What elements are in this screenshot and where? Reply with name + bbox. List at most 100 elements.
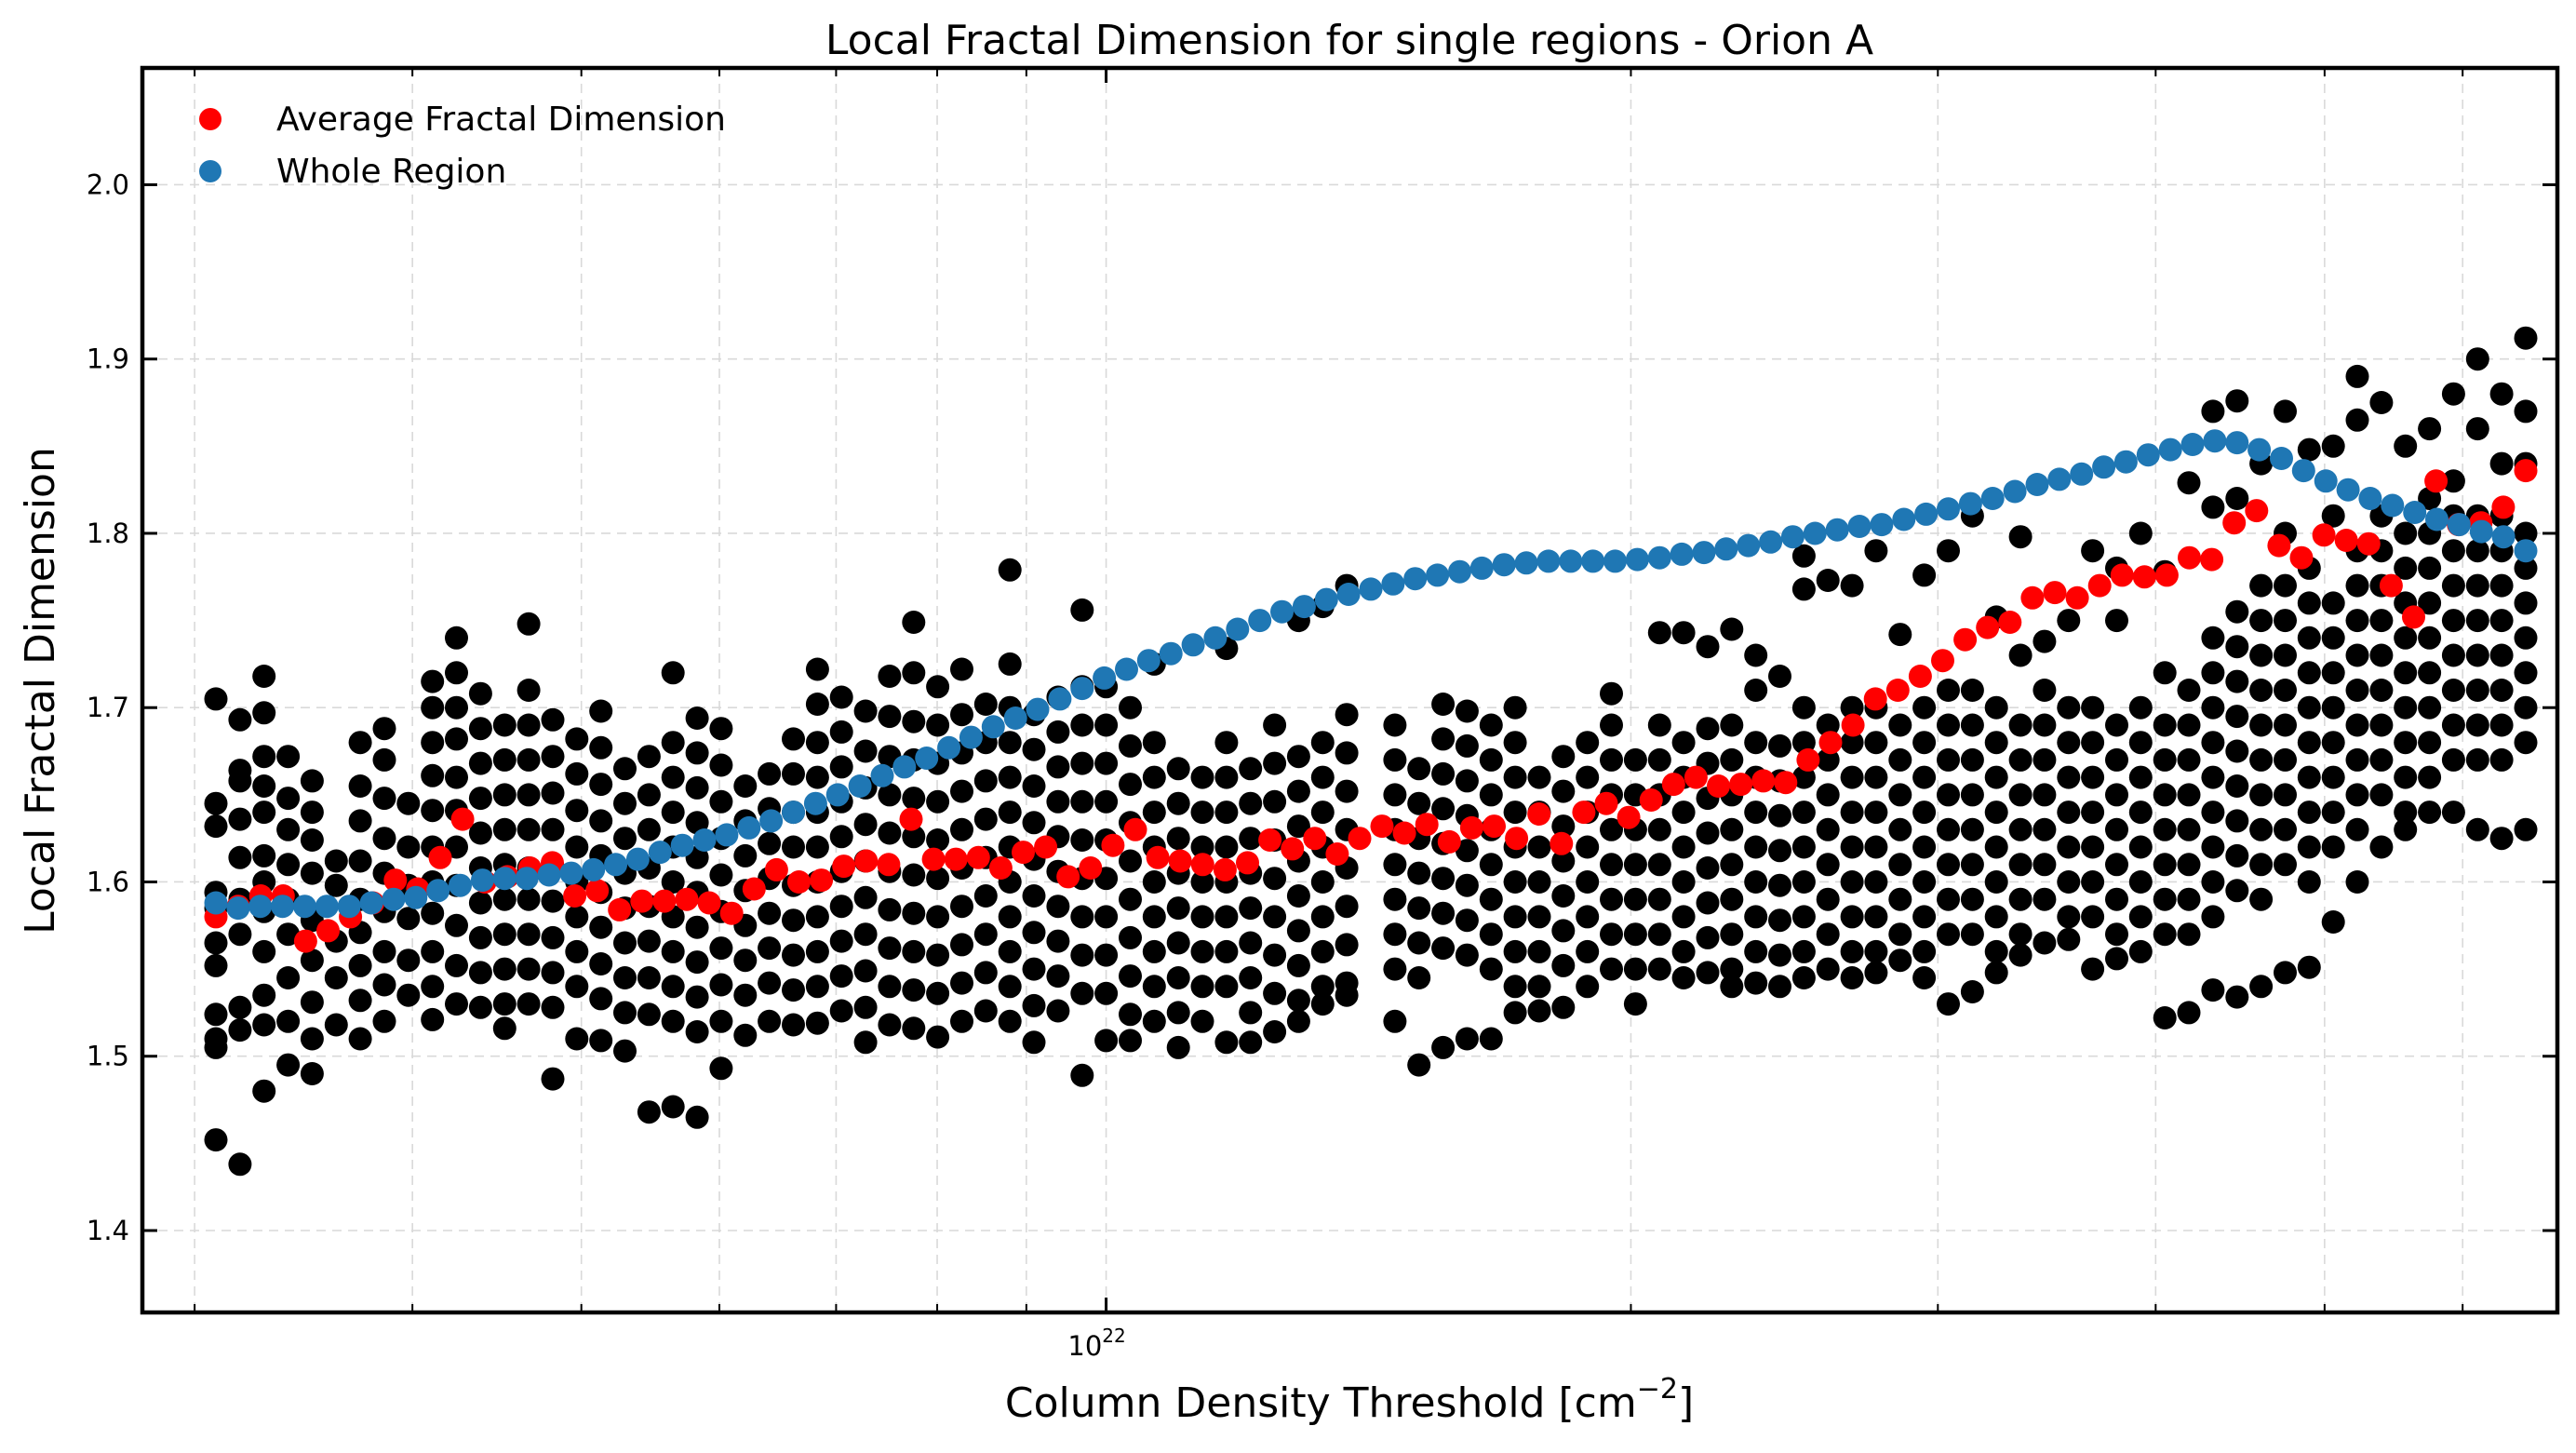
region-point <box>1744 870 1768 894</box>
average-point <box>652 889 677 913</box>
region-point <box>1503 939 1527 963</box>
region-point <box>2321 661 2345 685</box>
region-point <box>902 978 926 1002</box>
whole-region-point <box>2381 493 2405 518</box>
region-point <box>1190 835 1214 859</box>
region-point <box>1840 800 1864 825</box>
region-point <box>637 929 661 953</box>
y-tick-label: 1.7 <box>87 692 129 723</box>
region-point <box>1816 817 1840 841</box>
region-point <box>1190 765 1214 789</box>
region-point <box>2081 905 2105 929</box>
region-point <box>1166 896 1190 921</box>
region-point <box>348 953 372 977</box>
region-point <box>2297 955 2321 979</box>
region-point <box>1455 839 1479 863</box>
region-point <box>853 739 878 763</box>
region-point <box>468 681 492 706</box>
region-point <box>252 1013 276 1037</box>
region-point <box>1070 943 1094 967</box>
region-point <box>950 657 973 681</box>
region-point <box>228 1152 252 1177</box>
average-point <box>719 901 744 925</box>
region-point <box>1070 828 1094 852</box>
region-point <box>2128 695 2153 720</box>
region-point <box>2033 817 2057 841</box>
region-point <box>2008 783 2033 807</box>
region-point <box>2057 765 2081 789</box>
region-point <box>2465 679 2489 702</box>
region-point <box>2153 922 2177 947</box>
region-point <box>2249 609 2274 633</box>
region-point <box>1937 747 1960 772</box>
region-point <box>973 999 998 1023</box>
region-point <box>1383 1009 1407 1033</box>
region-point <box>2274 747 2297 772</box>
region-point <box>1046 929 1070 953</box>
region-point <box>782 908 805 933</box>
region-point <box>1479 887 1503 911</box>
region-point <box>1623 887 1647 911</box>
region-point <box>1720 817 1744 841</box>
region-point <box>758 936 782 961</box>
average-point <box>2154 563 2179 587</box>
whole-region-point <box>315 895 339 919</box>
region-point <box>565 975 589 999</box>
region-point <box>1768 975 1791 999</box>
region-point <box>853 885 878 909</box>
whole-region-point <box>1737 533 1761 558</box>
average-point <box>1258 828 1282 852</box>
region-point <box>805 765 829 789</box>
region-point <box>1214 905 1239 929</box>
region-point <box>1263 905 1287 929</box>
region-point <box>492 713 517 737</box>
region-point <box>1190 905 1214 929</box>
region-point <box>998 731 1022 755</box>
average-point <box>877 853 901 877</box>
region-point <box>998 939 1022 963</box>
region-point <box>2514 326 2538 350</box>
whole-region-point <box>715 823 739 847</box>
region-point <box>1407 931 1431 955</box>
region-point <box>2321 695 2345 720</box>
region-point <box>589 1029 613 1053</box>
region-point <box>613 931 637 955</box>
region-point <box>1214 975 1239 999</box>
region-point <box>1623 853 1647 877</box>
region-point <box>1864 961 1888 985</box>
region-point <box>973 769 998 793</box>
legend-label-whole: Whole Region <box>276 153 506 191</box>
region-point <box>445 695 468 720</box>
region-point <box>2418 800 2442 825</box>
region-point <box>1888 783 1912 807</box>
region-point <box>950 1009 973 1033</box>
region-point <box>2369 679 2394 702</box>
average-point <box>1325 842 1349 866</box>
region-point <box>1286 1009 1310 1033</box>
region-point <box>1503 695 1527 720</box>
whole-region-point <box>648 841 672 865</box>
region-point <box>1888 948 1912 973</box>
region-point <box>2008 943 2033 967</box>
region-point <box>2177 922 2201 947</box>
whole-region-point <box>2070 462 2094 486</box>
y-tick-label: 1.4 <box>87 1215 129 1246</box>
region-point <box>1720 922 1744 947</box>
region-point <box>2369 643 2394 667</box>
region-point <box>1431 901 1456 925</box>
region-point <box>1671 966 1696 989</box>
region-point <box>1142 765 1166 789</box>
region-point <box>1647 887 1671 911</box>
region-point <box>2514 695 2538 720</box>
region-point <box>1791 966 1816 989</box>
average-point <box>1818 731 1843 755</box>
region-point <box>1768 803 1791 827</box>
average-point <box>2043 581 2067 605</box>
region-point <box>2441 643 2465 667</box>
x-tick-label: 1022 <box>1067 1325 1125 1362</box>
region-point <box>1840 731 1864 755</box>
region-point <box>1479 853 1503 877</box>
region-point <box>1142 1009 1166 1033</box>
region-point <box>1022 957 1046 981</box>
